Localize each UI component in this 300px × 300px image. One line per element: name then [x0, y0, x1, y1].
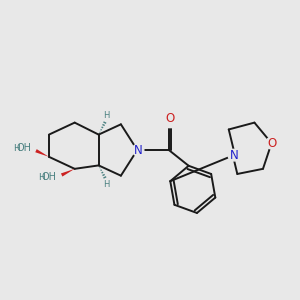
Text: H: H: [38, 173, 45, 182]
Text: H: H: [103, 180, 110, 189]
Text: N: N: [230, 148, 238, 162]
Text: H: H: [103, 111, 110, 120]
Text: O: O: [267, 137, 276, 150]
Circle shape: [132, 144, 144, 156]
Circle shape: [266, 137, 278, 149]
Text: OH: OH: [16, 143, 31, 153]
Polygon shape: [61, 169, 75, 176]
Text: H: H: [13, 144, 20, 153]
Text: OH: OH: [42, 172, 57, 182]
Text: O: O: [165, 112, 175, 125]
Text: N: N: [134, 143, 142, 157]
Polygon shape: [35, 149, 49, 157]
Circle shape: [228, 149, 240, 161]
